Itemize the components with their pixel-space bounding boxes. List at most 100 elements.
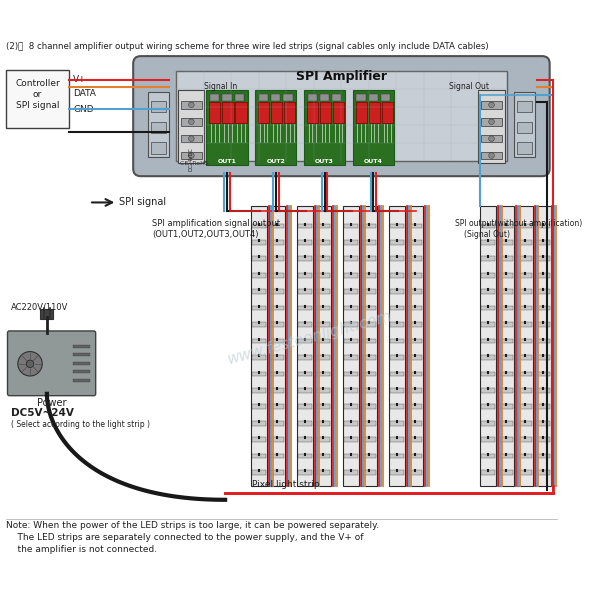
Bar <box>253 355 266 360</box>
Text: Note: When the power of the LED strips is too large, it can be powered separatel: Note: When the power of the LED strips i… <box>5 521 379 530</box>
Bar <box>499 240 513 245</box>
Bar <box>390 355 404 360</box>
Bar <box>298 306 313 310</box>
Bar <box>408 355 422 360</box>
Bar <box>253 322 266 327</box>
Text: SPI Amplifier: SPI Amplifier <box>296 70 387 83</box>
Bar <box>258 102 269 123</box>
Bar <box>408 306 422 310</box>
Text: SPI output(without amplification): SPI output(without amplification) <box>455 218 582 227</box>
Bar <box>253 306 266 310</box>
Bar <box>408 240 422 245</box>
Bar <box>481 355 495 360</box>
Bar <box>253 240 266 245</box>
Bar <box>518 256 532 261</box>
Bar <box>362 421 376 425</box>
Bar <box>499 273 513 278</box>
Bar <box>344 371 358 376</box>
Bar <box>344 404 358 409</box>
Bar <box>356 94 366 101</box>
Bar <box>518 454 532 458</box>
Bar <box>481 240 495 245</box>
Bar <box>271 94 280 101</box>
Bar <box>344 322 358 327</box>
Text: OUT2: OUT2 <box>266 158 285 164</box>
Bar <box>344 289 358 294</box>
Bar <box>362 322 376 327</box>
Bar <box>408 421 422 425</box>
Bar <box>368 94 378 101</box>
Text: DC24VDC: DC24VDC <box>189 148 194 171</box>
Bar <box>481 256 495 261</box>
Bar <box>255 90 296 165</box>
Bar <box>235 102 247 123</box>
Bar <box>343 206 359 486</box>
Bar <box>481 404 495 409</box>
Bar <box>40 310 53 319</box>
Bar <box>481 371 495 376</box>
Bar <box>518 437 532 442</box>
Bar <box>481 338 495 343</box>
Bar <box>209 102 220 123</box>
Bar <box>481 224 495 228</box>
Bar <box>223 94 232 101</box>
Bar <box>481 101 502 109</box>
Bar <box>499 454 513 458</box>
Bar <box>270 240 284 245</box>
Bar <box>298 289 313 294</box>
Bar <box>316 224 330 228</box>
Bar <box>304 90 345 165</box>
Bar <box>344 256 358 261</box>
Bar <box>298 421 313 425</box>
Bar <box>253 273 266 278</box>
Bar <box>408 289 422 294</box>
Bar <box>270 289 284 294</box>
Bar <box>408 256 422 261</box>
Bar <box>362 355 376 360</box>
Bar <box>270 306 284 310</box>
Bar <box>390 404 404 409</box>
Bar <box>536 306 550 310</box>
Bar <box>408 388 422 392</box>
Bar <box>390 240 404 245</box>
Bar <box>181 152 202 160</box>
Bar <box>151 101 166 112</box>
Bar <box>499 289 513 294</box>
Bar <box>356 102 367 123</box>
Bar <box>536 470 550 475</box>
Bar <box>518 224 532 228</box>
Circle shape <box>188 153 194 158</box>
Bar <box>362 289 376 294</box>
Bar <box>481 454 495 458</box>
Bar <box>253 371 266 376</box>
Bar <box>148 92 169 157</box>
Bar <box>481 388 495 392</box>
Bar <box>270 437 284 442</box>
Text: Signal Out: Signal Out <box>449 82 489 91</box>
Bar <box>499 388 513 392</box>
Bar <box>316 338 330 343</box>
Bar <box>344 454 358 458</box>
Bar <box>320 102 331 123</box>
Bar <box>320 94 329 101</box>
Text: CE  RoHS: CE RoHS <box>180 161 209 166</box>
Bar <box>518 421 532 425</box>
Bar <box>390 273 404 278</box>
Bar <box>362 470 376 475</box>
Bar <box>316 273 330 278</box>
Bar <box>481 289 495 294</box>
Bar <box>344 273 358 278</box>
Bar <box>151 122 166 133</box>
Bar <box>390 470 404 475</box>
Bar <box>499 355 513 360</box>
Bar <box>499 256 513 261</box>
Bar <box>536 371 550 376</box>
Bar <box>298 388 313 392</box>
Bar <box>316 256 330 261</box>
Bar <box>316 470 330 475</box>
Bar <box>499 338 513 343</box>
Bar <box>270 470 284 475</box>
Text: SPI signal: SPI signal <box>16 101 59 110</box>
Text: DATA: DATA <box>73 89 96 98</box>
Text: (Signal Out): (Signal Out) <box>464 230 511 239</box>
